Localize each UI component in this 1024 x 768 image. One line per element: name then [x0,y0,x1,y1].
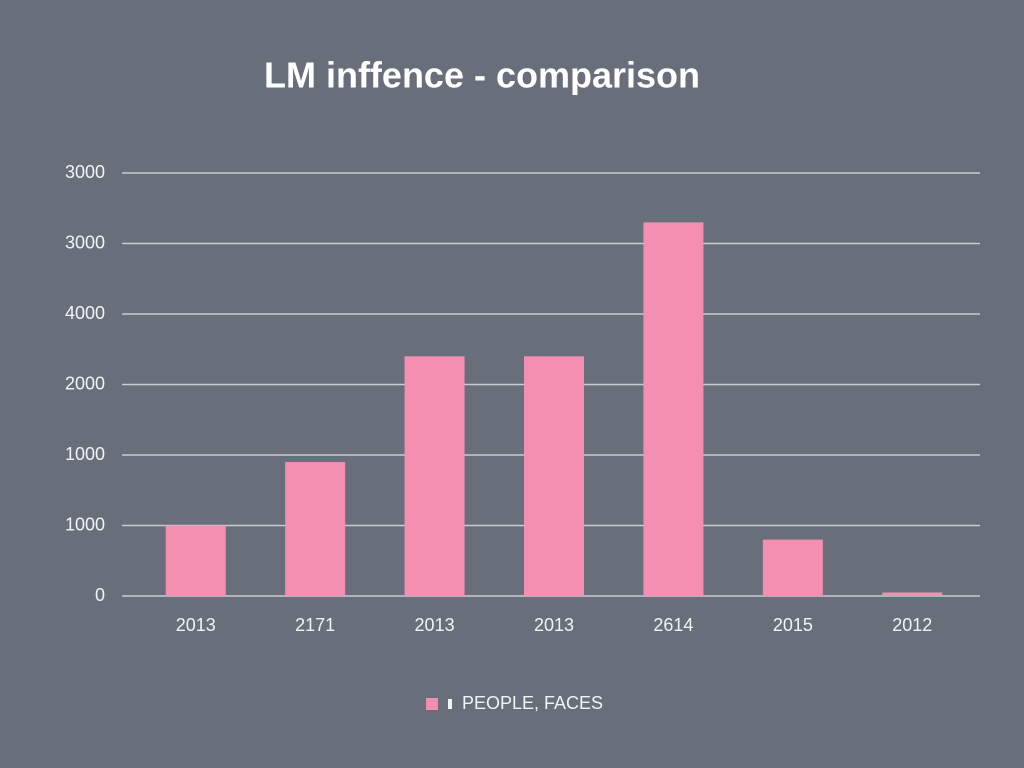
bar [404,356,465,596]
y-tick-label: 1000 [65,514,105,534]
legend-mark [448,699,452,709]
y-tick-label: 3000 [65,162,105,182]
y-tick-label: 3000 [65,232,105,252]
x-tick-label: 2013 [534,615,574,635]
legend-swatch [426,698,438,710]
chart-title: LM inffence - comparison [264,55,700,96]
x-tick-label: 2614 [653,615,693,635]
y-tick-label: 4000 [65,303,105,323]
x-tick-label: 2012 [892,615,932,635]
y-tick-label: 1000 [65,444,105,464]
x-tick-label: 2013 [415,615,455,635]
bar [285,462,346,596]
x-tick-label: 2013 [176,615,216,635]
x-tick-label: 2015 [773,615,813,635]
bar [643,222,704,596]
y-tick-label: 2000 [65,373,105,393]
legend-label: PEOPLE, FACES [462,693,603,713]
y-tick-label: 0 [95,585,105,605]
bar [882,592,943,596]
bar [165,525,226,596]
bar [762,539,823,596]
x-tick-label: 2171 [295,615,335,635]
bar [524,356,584,596]
